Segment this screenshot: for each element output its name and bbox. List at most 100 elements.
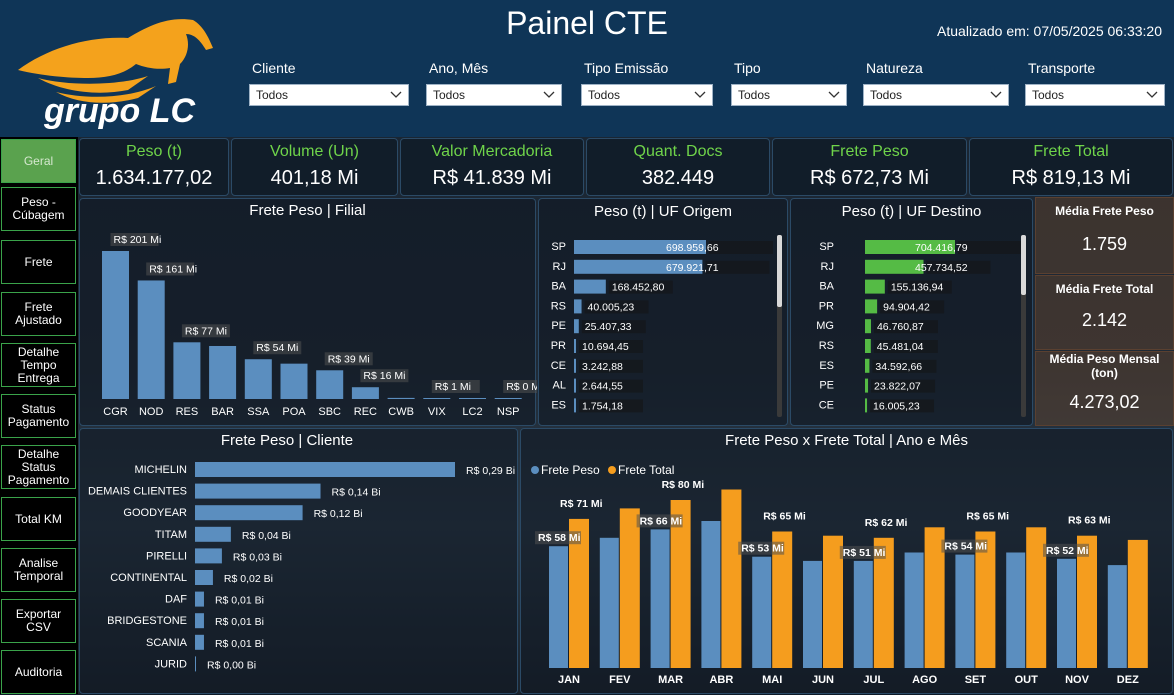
filial-bar	[316, 370, 344, 399]
media-peso-mensal-card: Média Peso Mensal (ton) 4.273,02	[1035, 351, 1174, 426]
label-bg	[839, 545, 886, 559]
cliente-data-label: R$ 0,04 Bi	[242, 530, 291, 542]
frete-peso-bar	[1107, 565, 1127, 668]
scrollbar[interactable]	[1021, 235, 1026, 417]
filial-bar	[280, 363, 308, 399]
filial-chart: CGR R$ 201 Mi NOD R$ 161 Mi RES R$ 77 Mi BAR SS…	[102, 233, 537, 418]
nav-geral[interactable]: Geral	[1, 139, 76, 183]
kpi-label: Quant. Docs	[633, 143, 723, 160]
month-tick-label: DEZ	[1117, 674, 1139, 686]
chart-title: Peso (t) | UF Destino	[841, 203, 982, 220]
nav-peso-cubagem[interactable]: Peso - Cúbagem	[1, 187, 76, 231]
scrollbar[interactable]	[777, 235, 782, 417]
ano-mes-dropdown[interactable]: Todos	[426, 84, 562, 106]
filial-data-label: R$ 1 Mi	[435, 381, 471, 393]
uf-data-label: 25.407,33	[585, 321, 632, 333]
uf-tick-label: AL	[553, 380, 566, 392]
cliente-bar	[195, 462, 455, 477]
cliente-tick-label: PIRELLI	[146, 550, 187, 562]
uf-label-bg	[579, 340, 644, 353]
uf-bar	[865, 398, 868, 413]
uf-tick-label: CE	[551, 360, 566, 372]
nav-detalhe-tempo-entrega[interactable]: Detalhe Tempo Entrega	[1, 343, 76, 387]
uf-label-bg	[873, 320, 938, 334]
label-bg	[941, 539, 988, 553]
media-value: 1.759	[1081, 234, 1128, 254]
nav-auditoria[interactable]: Auditoria	[1, 650, 76, 694]
cliente-dropdown[interactable]: Todos	[249, 84, 409, 106]
nav-frete[interactable]: Frete	[1, 240, 76, 284]
nav-frete-ajustado[interactable]: Frete Ajustado	[1, 292, 76, 336]
filial-label-bg	[324, 352, 373, 366]
uf-data-label: 1.754,18	[582, 400, 623, 412]
frete-total-data-label: R$ 65 Mi	[763, 511, 806, 523]
logo-text: grupo LC	[43, 92, 196, 130]
frete-total-bar	[569, 518, 589, 668]
kpi-value: 382.449	[641, 167, 715, 189]
month-tick-label: OUT	[1015, 674, 1038, 686]
cliente-tick-label: GOODYEAR	[123, 507, 187, 519]
frete-total-bar	[1077, 535, 1097, 668]
uf-tick-label: RS	[819, 340, 834, 352]
kpi-card: Frete Peso R$ 672,73 Mi	[772, 138, 967, 196]
dropdown-value: Todos	[1032, 88, 1065, 102]
filial-data-label: R$ 201 Mi	[114, 234, 162, 246]
tipo-emissao-dropdown[interactable]: Todos	[581, 84, 713, 106]
kpi-value: 1.634.177,02	[95, 167, 213, 189]
frete-total-data-label: R$ 62 Mi	[865, 517, 908, 529]
filter-label: Ano, Mês	[429, 60, 489, 76]
filial-tick-label: SSA	[247, 406, 270, 418]
kpi-value: R$ 41.839 Mi	[432, 167, 552, 189]
cliente-bar	[195, 591, 204, 607]
label-bg	[1043, 543, 1089, 557]
uf-tick-label: PE	[819, 380, 834, 392]
filter-natureza: Natureza Todos	[863, 60, 1009, 106]
filter-tipo: Tipo Todos	[731, 60, 847, 106]
scrollbar-thumb[interactable]	[777, 235, 782, 307]
nav-total-km[interactable]: Total KM	[1, 497, 76, 541]
uf-data-label: 34.592,66	[875, 361, 922, 373]
frete-peso-data-label: R$ 51 Mi	[843, 547, 886, 559]
chevron-down-icon	[828, 91, 840, 98]
chevron-down-icon	[543, 91, 555, 98]
filial-label-bg	[146, 262, 195, 276]
frete-peso-bar	[752, 556, 772, 668]
uf-tick-label: BA	[819, 281, 834, 293]
kpi-label: Volume (Un)	[270, 143, 359, 160]
filial-label-bg	[431, 380, 480, 393]
filial-bar	[494, 398, 522, 399]
natureza-dropdown[interactable]: Todos	[863, 84, 1009, 106]
frete-peso-data-label: R$ 53 Mi	[741, 543, 784, 555]
cliente-bar	[195, 656, 196, 672]
cliente-data-label: R$ 0,12 Bi	[314, 508, 363, 520]
cliente-data-label: R$ 0,00 Bi	[207, 659, 256, 671]
nav-status-pagamento[interactable]: Status Pagamento	[1, 394, 76, 438]
frete-peso-bar	[1057, 558, 1076, 668]
kpi-label: Peso (t)	[125, 143, 182, 160]
transporte-dropdown[interactable]: Todos	[1025, 84, 1165, 106]
month-tick-label: AGO	[912, 674, 938, 686]
uf-label-bg	[871, 379, 936, 393]
panel-uf-destino: Peso (t) | UF Destino SP 704.416,79 RJ 457.…	[790, 198, 1033, 426]
nav-exportar-csv[interactable]: Exportar CSV	[1, 599, 76, 643]
uf-tick-label: SP	[819, 241, 834, 253]
month-tick-label: JUN	[812, 674, 834, 686]
cliente-data-label: R$ 0,02 Bi	[224, 573, 273, 585]
nav-analise-temporal[interactable]: Analise Temporal	[1, 548, 76, 592]
frete-peso-data-label: R$ 66 Mi	[640, 515, 683, 527]
kpi-value: 401,18 Mi	[270, 167, 359, 189]
cliente-tick-label: MICHELIN	[134, 464, 187, 476]
frete-total-bar	[823, 535, 843, 668]
chart-title: Frete Peso x Frete Total | Ano e Mês	[725, 432, 968, 449]
legend-frete-total: Frete Total	[618, 463, 674, 477]
frete-total-bar	[1127, 539, 1148, 668]
uf-label-bg	[579, 359, 643, 373]
uf-data-label: 698.959,66	[666, 242, 719, 254]
scrollbar-thumb[interactable]	[1021, 235, 1026, 295]
tipo-dropdown[interactable]: Todos	[731, 84, 847, 106]
kpi-value: R$ 672,73 Mi	[810, 167, 929, 189]
month-tick-label: SET	[965, 674, 987, 686]
filter-label: Tipo Emissão	[584, 60, 669, 76]
dropdown-value: Todos	[870, 88, 903, 102]
nav-detalhe-status-pagamento[interactable]: Detalhe Status Pagamento	[1, 445, 76, 489]
